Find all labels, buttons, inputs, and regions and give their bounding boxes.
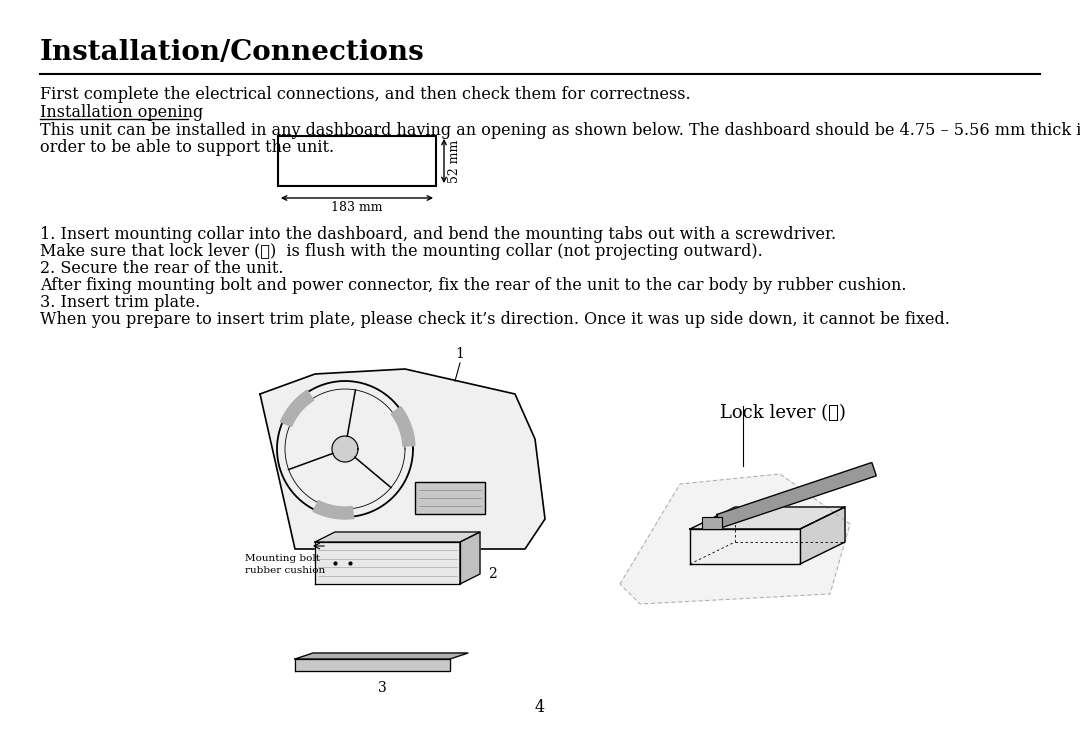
Text: Mounting bolt
rubber cushion: Mounting bolt rubber cushion — [245, 554, 325, 575]
Text: After fixing mounting bolt and power connector, fix the rear of the unit to the : After fixing mounting bolt and power con… — [40, 277, 906, 294]
Bar — [702, 517, 723, 529]
Text: 4: 4 — [535, 699, 545, 716]
Text: 2. Secure the rear of the unit.: 2. Secure the rear of the unit. — [40, 260, 283, 277]
Text: 2: 2 — [488, 567, 497, 581]
Text: Installation/Connections: Installation/Connections — [40, 39, 424, 66]
Polygon shape — [313, 501, 354, 519]
Polygon shape — [315, 532, 480, 542]
Polygon shape — [281, 390, 313, 426]
Polygon shape — [332, 436, 357, 462]
Text: Lock lever (※): Lock lever (※) — [720, 404, 846, 422]
Polygon shape — [717, 462, 876, 528]
Text: 183 mm: 183 mm — [332, 201, 382, 214]
Polygon shape — [800, 507, 845, 564]
Text: Installation opening: Installation opening — [40, 104, 203, 121]
Text: order to be able to support the unit.: order to be able to support the unit. — [40, 139, 334, 156]
Bar — [415, 482, 485, 514]
Text: Make sure that lock lever (※)  is flush with the mounting collar (not projecting: Make sure that lock lever (※) is flush w… — [40, 243, 762, 260]
Polygon shape — [460, 532, 480, 584]
Polygon shape — [620, 474, 850, 604]
Polygon shape — [295, 659, 450, 671]
Text: This unit can be installed in any dashboard having an opening as shown below. Th: This unit can be installed in any dashbo… — [40, 122, 1080, 139]
Polygon shape — [315, 542, 460, 584]
Text: 1. Insert mounting collar into the dashboard, and bend the mounting tabs out wit: 1. Insert mounting collar into the dashb… — [40, 226, 836, 243]
Polygon shape — [690, 507, 845, 529]
Text: 52 mm: 52 mm — [448, 139, 461, 183]
Text: When you prepare to insert trim plate, please check it’s direction. Once it was : When you prepare to insert trim plate, p… — [40, 311, 950, 328]
Polygon shape — [690, 529, 800, 564]
Polygon shape — [295, 653, 468, 659]
Bar — [278, 136, 436, 186]
Text: 3: 3 — [378, 681, 387, 695]
Text: 3. Insert trim plate.: 3. Insert trim plate. — [40, 294, 200, 311]
Text: First complete the electrical connections, and then check them for correctness.: First complete the electrical connection… — [40, 86, 690, 103]
Polygon shape — [260, 369, 545, 549]
Polygon shape — [391, 407, 415, 446]
Text: 1: 1 — [456, 347, 464, 361]
